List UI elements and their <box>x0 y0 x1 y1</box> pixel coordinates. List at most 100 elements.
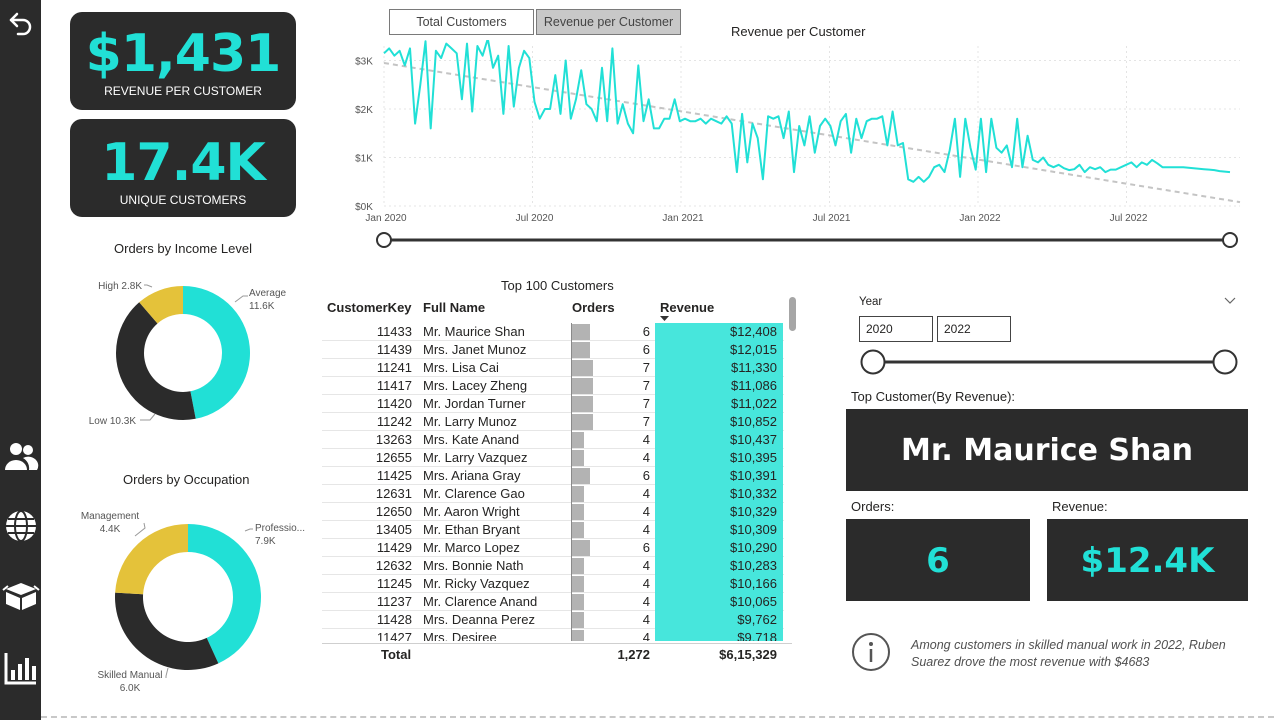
orders-bar-axis <box>571 323 572 341</box>
top-customer-name: Mr. Maurice Shan <box>901 433 1193 468</box>
donut-slice-management[interactable] <box>115 524 188 595</box>
revenue-per-customer-button[interactable]: Revenue per Customer <box>536 9 681 35</box>
header-orders[interactable]: Orders <box>572 300 615 315</box>
table-row[interactable]: 11245 Mr. Ricky Vazquez 4 $10,166 <box>322 575 784 593</box>
cell-full-name: Mr. Clarence Gao <box>423 486 525 501</box>
table-row[interactable]: 11237 Mr. Clarence Anand 4 $10,065 <box>322 593 784 611</box>
table-row[interactable]: 12632 Mrs. Bonnie Nath 4 $10,283 <box>322 557 784 575</box>
cell-customer-key: 12631 <box>375 486 412 501</box>
cell-full-name: Mr. Larry Vazquez <box>423 450 528 465</box>
table-row[interactable]: 11433 Mr. Maurice Shan 6 $12,408 <box>322 323 784 341</box>
table-row[interactable]: 13405 Mr. Ethan Bryant 4 $10,309 <box>322 521 784 539</box>
customers-icon[interactable] <box>0 440 41 472</box>
year-slicer-label: Year <box>859 296 883 308</box>
cell-customer-key: 12650 <box>375 504 412 519</box>
back-arrow-icon[interactable] <box>0 8 41 38</box>
orders-bar <box>572 378 593 394</box>
header-full-name[interactable]: Full Name <box>423 300 486 315</box>
x-tick-label: Jul 2021 <box>813 213 851 224</box>
table-row[interactable]: 11425 Mrs. Ariana Gray 6 $10,391 <box>322 467 784 485</box>
table-row[interactable]: 11427 Mrs. Desiree 4 $9,718 <box>322 629 784 641</box>
cell-revenue: $10,065 <box>655 593 783 611</box>
cell-customer-key: 12632 <box>375 558 412 573</box>
table-row[interactable]: 11429 Mr. Marco Lopez 6 $10,290 <box>322 539 784 557</box>
top-customer-orders-card: 6 <box>846 519 1030 601</box>
table-row[interactable]: 12655 Mr. Larry Vazquez 4 $10,395 <box>322 449 784 467</box>
orders-bar <box>572 432 584 448</box>
chevron-down-icon[interactable] <box>1224 297 1236 305</box>
table-row[interactable]: 11417 Mrs. Lacey Zheng 7 $11,086 <box>322 377 784 395</box>
date-slider-start-handle[interactable] <box>376 232 392 248</box>
top-customers-table: CustomerKey Full Name Orders Revenue 114… <box>322 297 798 663</box>
cell-revenue: $10,309 <box>655 521 783 539</box>
revenue-series-line[interactable] <box>383 40 1231 183</box>
total-customers-button[interactable]: Total Customers <box>389 9 534 35</box>
table-scrollbar[interactable] <box>789 297 796 331</box>
donut-leader-line <box>244 528 253 532</box>
cell-full-name: Mrs. Kate Anand <box>423 432 520 447</box>
cell-customer-key: 11439 <box>376 342 412 357</box>
orders-bar-axis <box>571 539 572 557</box>
table-row[interactable]: 13263 Mrs. Kate Anand 4 $10,437 <box>322 431 784 449</box>
y-tick-label: $3K <box>355 57 373 68</box>
cell-orders: 7 <box>642 378 650 393</box>
table-row[interactable]: 11428 Mrs. Deanna Perez 4 $9,762 <box>322 611 784 629</box>
cell-full-name: Mr. Jordan Turner <box>423 396 526 411</box>
table-row[interactable]: 11420 Mr. Jordan Turner 7 $11,022 <box>322 395 784 413</box>
date-slider-end-handle[interactable] <box>1222 232 1238 248</box>
bar-chart-icon[interactable] <box>0 650 41 686</box>
donut-slice-professio[interactable] <box>188 524 261 664</box>
date-range-slider[interactable] <box>374 229 1240 251</box>
table-row[interactable]: 11439 Mrs. Janet Munoz 6 $12,015 <box>322 341 784 359</box>
kpi-unique-customers: 17.4K UNIQUE CUSTOMERS <box>70 119 296 217</box>
cell-orders: 4 <box>642 576 650 591</box>
orders-bar-axis <box>571 431 572 449</box>
kpi-revenue-per-customer: $1,431 REVENUE PER CUSTOMER <box>70 12 296 110</box>
table-row[interactable]: 11242 Mr. Larry Munoz 7 $10,852 <box>322 413 784 431</box>
donut-slice-average[interactable] <box>183 286 250 419</box>
cell-customer-key: 11242 <box>376 414 412 429</box>
header-customer-key[interactable]: CustomerKey <box>327 300 412 315</box>
donut-slice-low[interactable] <box>116 302 196 420</box>
year-to-input[interactable]: 2022 <box>937 316 1011 342</box>
orders-bar <box>572 468 590 484</box>
table-row[interactable]: 11241 Mrs. Lisa Cai 7 $11,330 <box>322 359 784 377</box>
y-tick-label: $2K <box>355 105 373 116</box>
year-slider-end-handle[interactable] <box>1212 349 1238 375</box>
kpi-customers-value: 17.4K <box>101 133 266 193</box>
donut-slice-skilled-manual[interactable] <box>114 592 219 670</box>
cell-orders: 7 <box>642 360 650 375</box>
globe-icon[interactable] <box>0 508 41 544</box>
year-slider-start-handle[interactable] <box>860 349 886 375</box>
donut-data-label: 7.9K <box>255 536 276 547</box>
cell-full-name: Mr. Ethan Bryant <box>423 522 520 537</box>
orders-bar-axis <box>571 521 572 539</box>
orders-bar <box>572 504 584 520</box>
kpi-revenue-label: REVENUE PER CUSTOMER <box>104 84 262 98</box>
cell-orders: 6 <box>642 342 650 357</box>
donut-data-label: 11.6K <box>249 301 275 312</box>
x-tick-label: Jan 2022 <box>959 213 1001 224</box>
cell-customer-key: 11245 <box>376 576 412 591</box>
donut-data-label: 6.0K <box>120 683 141 694</box>
cell-customer-key: 11428 <box>376 612 412 627</box>
cell-full-name: Mrs. Janet Munoz <box>423 342 527 357</box>
header-revenue[interactable]: Revenue <box>660 300 715 315</box>
donut-data-label: Skilled Manual <box>97 670 162 681</box>
top-customer-label: Top Customer(By Revenue): <box>851 389 1016 404</box>
year-from-input[interactable]: 2020 <box>859 316 933 342</box>
year-range-slider[interactable] <box>859 348 1241 376</box>
orders-bar-axis <box>571 413 572 431</box>
donut-leader-line <box>234 295 248 303</box>
table-row[interactable]: 12631 Mr. Clarence Gao 4 $10,332 <box>322 485 784 503</box>
donut-data-label: 4.4K <box>100 524 121 535</box>
donut-slice-high[interactable] <box>139 286 183 324</box>
product-box-icon[interactable] <box>0 580 41 612</box>
orders-bar-axis <box>571 485 572 503</box>
cell-customer-key: 11427 <box>376 630 412 641</box>
y-tick-label: $0K <box>355 202 373 213</box>
cell-full-name: Mrs. Bonnie Nath <box>423 558 524 573</box>
table-row[interactable]: 12650 Mr. Aaron Wright 4 $10,329 <box>322 503 784 521</box>
orders-bar-axis <box>571 395 572 413</box>
cell-customer-key: 11433 <box>376 324 412 339</box>
